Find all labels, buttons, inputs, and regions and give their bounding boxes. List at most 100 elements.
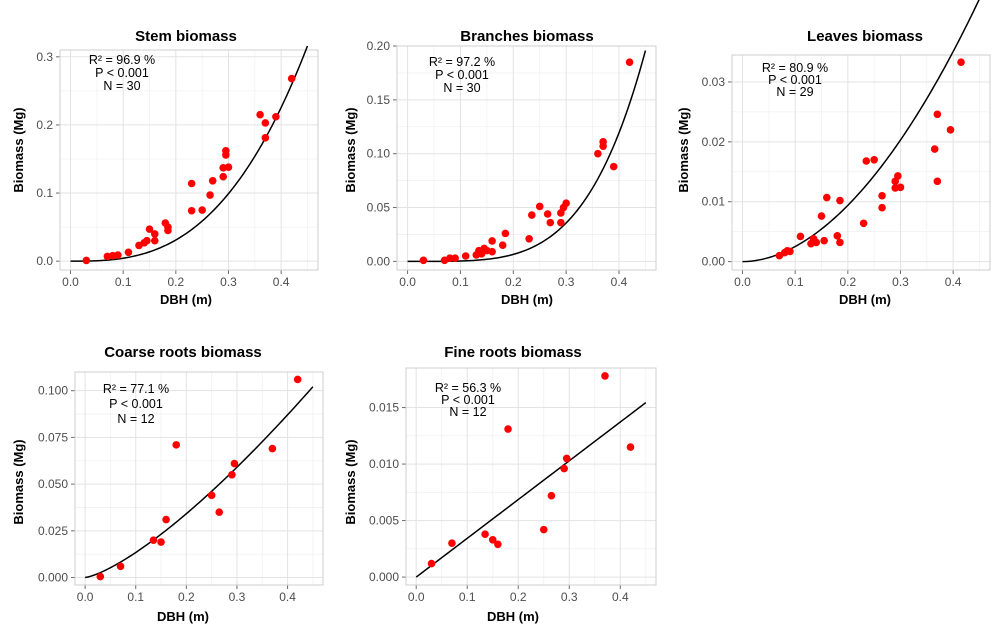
data-point	[219, 172, 228, 181]
data-point	[878, 203, 886, 212]
data-point	[222, 151, 230, 159]
r-squared-label: R² = 56.3 %	[435, 381, 501, 395]
n-label: N = 30	[443, 81, 480, 95]
panel-fine-roots-biomass: Fine roots biomass DBH (m) Biomass (Mg) …	[343, 344, 657, 624]
data-point	[599, 138, 607, 146]
data-point	[187, 206, 196, 215]
x-tick-label: 0.1	[115, 275, 132, 289]
data-point	[256, 110, 264, 119]
data-point	[481, 530, 489, 538]
data-point	[625, 58, 634, 66]
y-tick-label: 0.01	[702, 195, 726, 209]
data-point	[228, 470, 236, 479]
data-point	[557, 218, 565, 227]
stats-annotation: R² = 97.2 % P < 0.001 N = 30	[429, 55, 495, 95]
data-point	[504, 425, 512, 433]
x-tick-label: 0.0	[62, 275, 79, 289]
y-tick-label: 0.075	[38, 430, 68, 444]
data-point	[498, 241, 507, 250]
data-point	[836, 238, 844, 247]
panel-coarse-roots-biomass: Coarse roots biomass DBH (m) Biomass (Mg…	[11, 344, 324, 624]
x-tick-label: 0.2	[178, 590, 195, 604]
y-axis-title: Biomass (Mg)	[676, 107, 691, 192]
stats-annotation: R² = 77.1 % P < 0.001 N = 12	[103, 382, 169, 426]
panel-title: Fine roots biomass	[444, 344, 582, 361]
x-tick-label: 0.3	[220, 275, 237, 289]
x-axis-title: DBH (m)	[501, 292, 553, 307]
x-axis-title: DBH (m)	[160, 292, 212, 307]
plot-border	[59, 49, 319, 271]
plot-area: 0.0 0.1 0.2 0.3 0.4 0.00 0.01 0.02 0.03	[702, 0, 991, 289]
data-point	[547, 491, 556, 500]
p-value-label: P < 0.001	[768, 73, 822, 87]
x-tick-label: 0.0	[734, 275, 751, 289]
x-tick-label: 0.1	[787, 275, 804, 289]
data-point	[539, 525, 548, 534]
x-tick-label: 0.0	[399, 275, 416, 289]
x-tick-label: 0.4	[279, 590, 296, 604]
y-tick-label: 0.00	[702, 255, 726, 269]
y-axis-title: Biomass (Mg)	[343, 107, 358, 192]
plot-background	[397, 46, 656, 270]
y-tick-label: 0.050	[38, 477, 68, 491]
data-point	[96, 572, 105, 581]
data-point	[933, 110, 942, 119]
plot-border	[405, 367, 657, 586]
panel-title: Leaves biomass	[807, 28, 923, 45]
data-point	[560, 464, 568, 473]
data-point	[822, 193, 831, 202]
stats-annotation: R² = 96.9 % P < 0.001 N = 30	[89, 53, 155, 93]
fit-curve	[70, 45, 309, 262]
data-point	[150, 236, 159, 245]
data-point	[198, 206, 206, 214]
data-point	[187, 179, 196, 188]
x-tick-label: 0.3	[558, 275, 575, 289]
y-tick-label: 0.15	[367, 93, 391, 107]
data-point	[145, 225, 154, 233]
data-point	[601, 372, 609, 380]
data-point	[488, 237, 496, 245]
panel-branches-biomass: Branches biomass DBH (m) Biomass (Mg) 0.…	[343, 28, 657, 307]
x-tick-label: 0.0	[77, 590, 94, 604]
data-point	[261, 134, 270, 142]
data-point	[143, 236, 151, 245]
data-point	[870, 156, 878, 164]
p-value-label: P < 0.001	[435, 68, 489, 82]
y-tick-label: 0.03	[702, 75, 726, 89]
data-point	[626, 443, 635, 451]
data-point	[114, 251, 122, 259]
n-label: N = 12	[117, 412, 154, 426]
y-tick-label: 0.015	[369, 401, 399, 415]
plot-border	[396, 45, 657, 271]
data-point	[230, 459, 239, 468]
data-point	[525, 234, 533, 243]
x-tick-label: 0.1	[459, 590, 476, 604]
x-tick-label: 0.2	[167, 275, 184, 289]
data-point	[796, 232, 805, 241]
data-point	[957, 58, 965, 66]
p-value-label: P < 0.001	[441, 393, 495, 407]
y-tick-label: 0.1	[36, 186, 53, 200]
n-label: N = 12	[449, 405, 486, 419]
data-point	[208, 176, 217, 185]
data-point	[261, 119, 270, 127]
data-point	[930, 145, 939, 153]
plot-background	[732, 55, 990, 270]
data-point	[448, 539, 456, 547]
data-point	[272, 112, 280, 121]
y-tick-label: 0.0	[36, 254, 53, 268]
panel-stem-biomass: Stem biomass DBH (m) Biomass (Mg) 0.0 0.1…	[11, 28, 319, 307]
data-point	[124, 248, 133, 257]
data-point	[562, 454, 571, 463]
x-tick-label: 0.2	[505, 275, 522, 289]
data-point	[894, 172, 902, 180]
data-point	[501, 229, 510, 238]
data-point	[878, 191, 886, 200]
data-point	[293, 375, 302, 384]
data-point	[543, 210, 552, 218]
x-tick-label: 0.4	[611, 275, 628, 289]
y-tick-label: 0.010	[369, 457, 399, 471]
plot-border	[74, 371, 324, 586]
y-tick-label: 0.00	[367, 254, 391, 268]
